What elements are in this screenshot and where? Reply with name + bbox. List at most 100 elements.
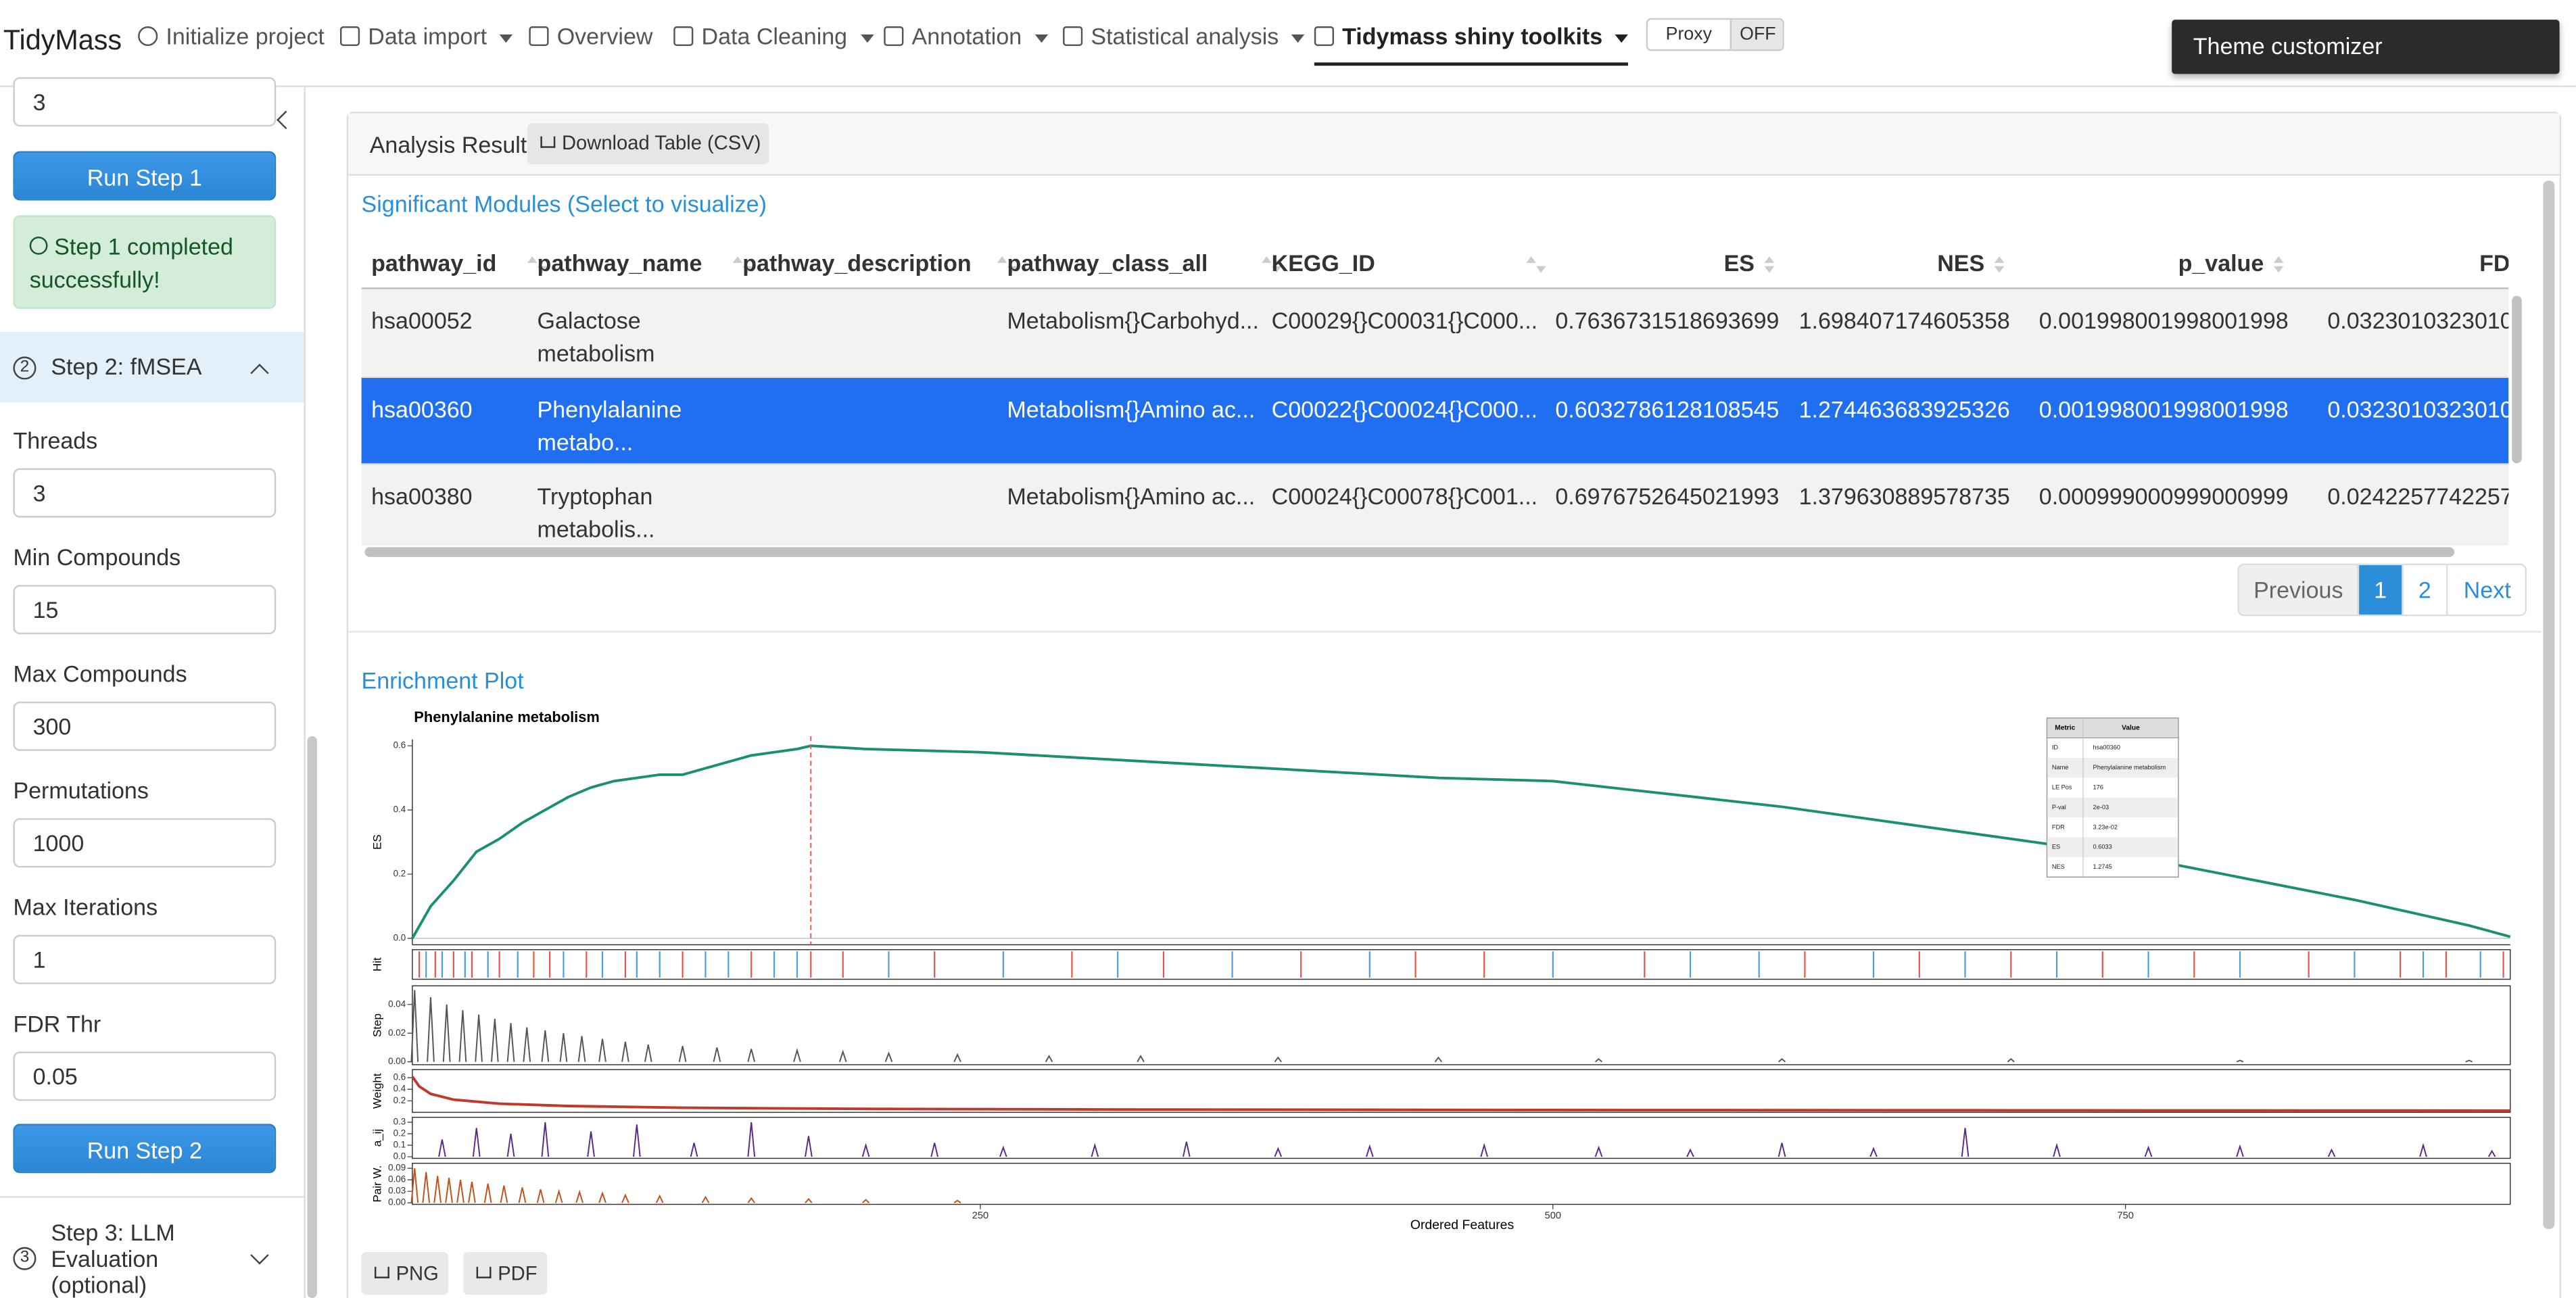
field-label: Max Iterations (13, 894, 158, 920)
export-label: PNG (396, 1262, 439, 1285)
column-header[interactable]: pathway_class_all (997, 238, 1262, 289)
column-header[interactable]: p_value (2019, 238, 2298, 289)
download-icon (540, 137, 555, 148)
export-button[interactable]: PNG (362, 1252, 449, 1295)
spike (599, 1193, 606, 1203)
table-title: Significant Modules (Select to visualize… (362, 191, 767, 217)
spike (1435, 1057, 1442, 1061)
nav-label: Data import (368, 23, 487, 49)
panel-frame (412, 1069, 2510, 1112)
text-input[interactable]: 1 (13, 935, 276, 984)
page-button[interactable]: Next (2446, 565, 2527, 615)
field-label: FDR Thr (13, 1011, 101, 1037)
caret-icon (861, 34, 874, 43)
text-input[interactable]: 3 (13, 77, 276, 126)
panel-label: Weight (371, 1073, 383, 1109)
nav-item[interactable]: Initialize project (138, 20, 325, 53)
theme-customizer[interactable]: Theme customizer (2172, 20, 2559, 74)
table-cell: 0.0323010323010323 (2298, 392, 2508, 425)
step-title: Step 3: LLM Evaluation (optional) (51, 1219, 223, 1298)
column-header[interactable]: FDR (2298, 238, 2508, 289)
enrichment-plot: Phenylalanine metabolismES0.00.20.40.6Hi… (353, 698, 2538, 1249)
nav-item[interactable]: Data import (340, 20, 513, 53)
spike (2329, 1150, 2335, 1157)
text-input[interactable]: 1000 (13, 818, 276, 867)
nav-label: Statistical analysis (1091, 23, 1279, 49)
nav-label: Tidymass shiny toolkits (1342, 23, 1602, 49)
table-row[interactable]: hsa00052Galactose metabolismMetabolism{}… (362, 289, 2509, 377)
column-header[interactable]: pathway_description (733, 238, 997, 289)
nav-label: Data Cleaning (702, 23, 848, 49)
export-button[interactable]: PDF (463, 1252, 547, 1295)
spike (423, 1172, 429, 1203)
inset-cell: hsa00360 (2093, 744, 2120, 751)
nav-icon (138, 26, 158, 46)
table-cell: Metabolism{}Amino ac... (997, 480, 1262, 513)
panel-frame (412, 1117, 2510, 1159)
table-cell: Galactose metabolism (527, 304, 733, 370)
spike (2420, 1145, 2427, 1157)
spike (1274, 1149, 1281, 1157)
inset-stripe (2047, 798, 2178, 817)
table-row[interactable]: hsa00380Tryptophan metabolis...Metabolis… (362, 465, 2509, 546)
sort-icon (1765, 266, 1775, 273)
spike (538, 1189, 544, 1203)
card-scrollbar (2543, 181, 2554, 1229)
text-input[interactable]: 300 (13, 702, 276, 751)
proxy-toggle[interactable]: ProxyOFF (1646, 18, 1784, 51)
nav-item[interactable]: Statistical analysis (1063, 20, 1305, 53)
nav-label: Annotation (912, 23, 1022, 49)
table-cell: C00029{}C00031{}C000... (1262, 304, 1526, 337)
panel-frame (412, 1163, 2510, 1205)
table-cell: 0.6976752645021993 (1526, 480, 1789, 513)
table-cell: 1.379630889578735 (1789, 480, 2019, 513)
table-row[interactable]: hsa00360Phenylalanine metabo...Metabolis… (362, 377, 2509, 465)
page-button[interactable]: Previous (2239, 565, 2358, 615)
spike (1183, 1142, 1190, 1157)
spike (794, 1051, 801, 1062)
step-header[interactable]: 3Step 3: LLM Evaluation (optional) (0, 1219, 304, 1298)
spike (508, 1023, 515, 1061)
nav-item[interactable]: Data Cleaning (673, 20, 874, 53)
text-input[interactable]: 15 (13, 585, 276, 634)
nav-item[interactable]: Annotation (884, 20, 1048, 53)
caret-icon (1616, 34, 1629, 43)
nav-icon (529, 26, 548, 46)
column-header[interactable]: ES (1526, 238, 1789, 289)
spike (2237, 1147, 2243, 1157)
page-button[interactable]: 1 (2358, 565, 2402, 615)
run-step2-button[interactable]: Run Step 2 (13, 1124, 276, 1173)
run-step1-button[interactable]: Run Step 1 (13, 151, 276, 201)
plot-chart-title: Phenylalanine metabolism (414, 708, 600, 725)
spike (579, 1036, 586, 1061)
proxy-label: Proxy (1648, 20, 1730, 49)
spike (863, 1145, 869, 1157)
column-header[interactable]: pathway_name (527, 238, 733, 289)
spike (542, 1122, 548, 1157)
card-title: Analysis Results (370, 131, 539, 158)
field-label: Min Compounds (13, 544, 181, 570)
column-header[interactable]: NES (1789, 238, 2019, 289)
column-header[interactable]: KEGG_ID (1262, 238, 1526, 289)
spike (508, 1134, 515, 1157)
spike (473, 1128, 480, 1157)
text-input[interactable]: 3 (13, 468, 276, 518)
page-button[interactable]: 2 (2402, 565, 2446, 615)
table-cell: hsa00360 (362, 392, 527, 425)
nav-item[interactable]: Overview (529, 20, 652, 53)
spike (1046, 1056, 1053, 1061)
y-tick-label: 0.00 (388, 1056, 406, 1066)
spike (954, 1055, 961, 1062)
step-header[interactable]: 2Step 2: fMSEA (0, 332, 304, 403)
column-header[interactable]: pathway_id (362, 238, 527, 289)
y-tick-label: 0.6 (393, 1072, 406, 1082)
brand[interactable]: TidyMass (3, 24, 122, 57)
inset-cell: 176 (2093, 784, 2103, 790)
text-input[interactable]: 0.05 (13, 1051, 276, 1101)
nav-item[interactable]: Tidymass shiny toolkits (1314, 20, 1629, 66)
download-button[interactable]: Download Table (CSV) (527, 123, 769, 164)
h-scrollbar (364, 547, 2454, 557)
panel-label: Pair W. (371, 1165, 383, 1203)
x-tick-label: 500 (1545, 1210, 1561, 1221)
